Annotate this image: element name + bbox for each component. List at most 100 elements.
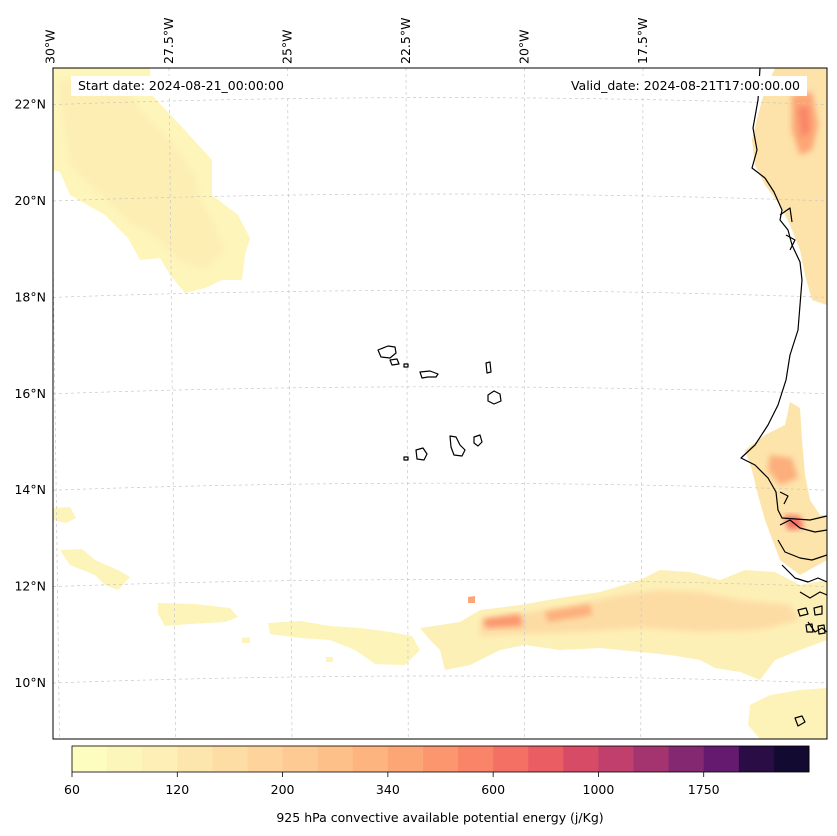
island-sao-nicolau — [419, 370, 439, 379]
island-fogo — [415, 447, 428, 461]
latitude-tick-label: 12°N — [14, 579, 46, 594]
island-bijagos-1 — [797, 607, 809, 617]
cape-region-northwest-plume-inner — [58, 80, 225, 270]
colorbar-label: 925 hPa convective available potential e… — [276, 810, 603, 825]
colorbar-swatch — [703, 746, 740, 772]
colorbar-frame — [71, 745, 810, 773]
meridian-line — [405, 68, 409, 739]
cape-fragment-west-2 — [60, 549, 130, 590]
island-bijagos-3 — [805, 623, 814, 633]
colorbar-swatch — [72, 746, 108, 772]
island-bijagos-4 — [817, 624, 826, 635]
guinea-bissau-coast-2 — [781, 564, 827, 583]
parallel-line — [53, 482, 827, 491]
cape-band-peak-west — [483, 614, 523, 628]
colorbar-swatch — [387, 746, 424, 772]
latitude-tick-label: 14°N — [14, 482, 46, 497]
colorbar-tick-label: 200 — [271, 782, 295, 797]
latitude-tick-labels: 22°N 20°N 18°N 16°N 14°N 12°N 10°N — [14, 97, 46, 690]
longitude-tick-label: 20°W — [517, 29, 532, 64]
gambia-river-coast — [779, 519, 827, 533]
island-brava — [403, 456, 409, 461]
island-santa-luzia — [403, 363, 409, 368]
colorbar-swatches — [72, 746, 810, 772]
cape-fragment-west-1 — [53, 507, 76, 523]
island-sal — [485, 361, 492, 374]
island-bijagos-2 — [813, 605, 823, 616]
plot-frame — [52, 67, 828, 740]
parallel-line — [53, 579, 827, 587]
cape-fragment-west-4 — [268, 621, 420, 665]
colorbar-swatch — [247, 746, 284, 772]
parallel-line — [53, 97, 827, 105]
cape-fragment-small-2 — [326, 657, 333, 662]
colorbar-swatch — [598, 746, 635, 772]
colorbar-swatch — [493, 746, 529, 772]
colorbar-tick-label: 600 — [481, 782, 505, 797]
longitude-tick-label: 25°W — [280, 29, 295, 64]
guinea-coast — [799, 591, 827, 599]
colorbar-swatch — [668, 746, 705, 772]
parallel-line — [53, 290, 827, 298]
latitude-tick-label: 10°N — [14, 675, 46, 690]
senegal-inlet — [779, 491, 789, 505]
longitude-tick-label: 22.5°W — [398, 18, 413, 64]
meridian-line — [168, 68, 177, 739]
parallel-line — [53, 675, 827, 684]
cape-fragment-small-3 — [468, 596, 475, 603]
colorbar-swatch — [458, 746, 494, 772]
cape-fragment-small-1 — [242, 637, 250, 643]
longitude-tick-labels: 32.5°W30°W27.5°W25°W22.5°W20°W17.5°W — [43, 18, 651, 64]
island-boa-vista — [487, 390, 502, 405]
cape-fragment-west-3 — [158, 603, 238, 626]
island-maio — [473, 434, 483, 447]
colorbar-swatch — [352, 746, 389, 772]
colorbar-tick-labels: 60 120 200 340 600 1000 1750 — [64, 772, 720, 797]
colorbar-swatch — [563, 746, 599, 772]
parallel-line — [53, 386, 827, 395]
meridian-line — [53, 228, 60, 739]
mauritania-inlet-2 — [785, 234, 796, 251]
colorbar-swatch — [422, 746, 459, 772]
latitude-tick-label: 20°N — [14, 193, 46, 208]
latitude-tick-label: 16°N — [14, 386, 46, 401]
coastline-layer — [377, 68, 827, 727]
colorbar-swatch — [773, 746, 810, 772]
colorbar-swatch — [212, 746, 248, 772]
map-plot-area — [53, 68, 827, 739]
cape-peak-coast-north-core — [798, 106, 810, 138]
colorbar-swatch — [317, 746, 354, 772]
colorbar-tick-label: 1750 — [688, 782, 720, 797]
colorbar-swatch — [528, 746, 564, 772]
valid-date-label: Valid_date: 2024-08-21T17:00:00.00 — [563, 76, 807, 96]
graticule — [53, 68, 827, 739]
island-santiago — [449, 435, 466, 457]
meridian-line — [640, 68, 644, 739]
colorbar-swatch — [142, 746, 178, 772]
colorbar-swatch — [633, 746, 670, 772]
cape-band-mid — [480, 590, 800, 636]
latitude-tick-label: 22°N — [14, 97, 46, 112]
cape-peak-senegal — [768, 455, 798, 485]
colorbar-tick-label: 60 — [64, 782, 80, 797]
colorbar-tick-label: 120 — [165, 782, 189, 797]
parallel-line — [53, 193, 827, 202]
island-bioko-like — [794, 715, 806, 727]
colorbar-tick-label: 1000 — [583, 782, 615, 797]
longitude-tick-label: 27.5°W — [161, 18, 176, 64]
cape-region-southeast-corner — [748, 688, 827, 739]
latitude-tick-label: 18°N — [14, 289, 46, 304]
start-date-label: Start date: 2024-08-21_00:00:00 — [71, 76, 291, 96]
colorbar-tick-label: 340 — [376, 782, 400, 797]
cape-field-layer — [53, 68, 827, 739]
island-santo-antao — [377, 345, 397, 359]
west-africa-coastline — [740, 68, 827, 521]
colorbar-swatch — [107, 746, 143, 772]
meridian-line — [287, 68, 293, 739]
cape-band-peak-mid — [545, 604, 592, 622]
longitude-tick-label: 30°W — [43, 29, 58, 64]
mauritania-inlet-1 — [779, 207, 793, 223]
colorbar-swatch — [738, 746, 775, 772]
guinea-bissau-coast — [777, 539, 827, 561]
